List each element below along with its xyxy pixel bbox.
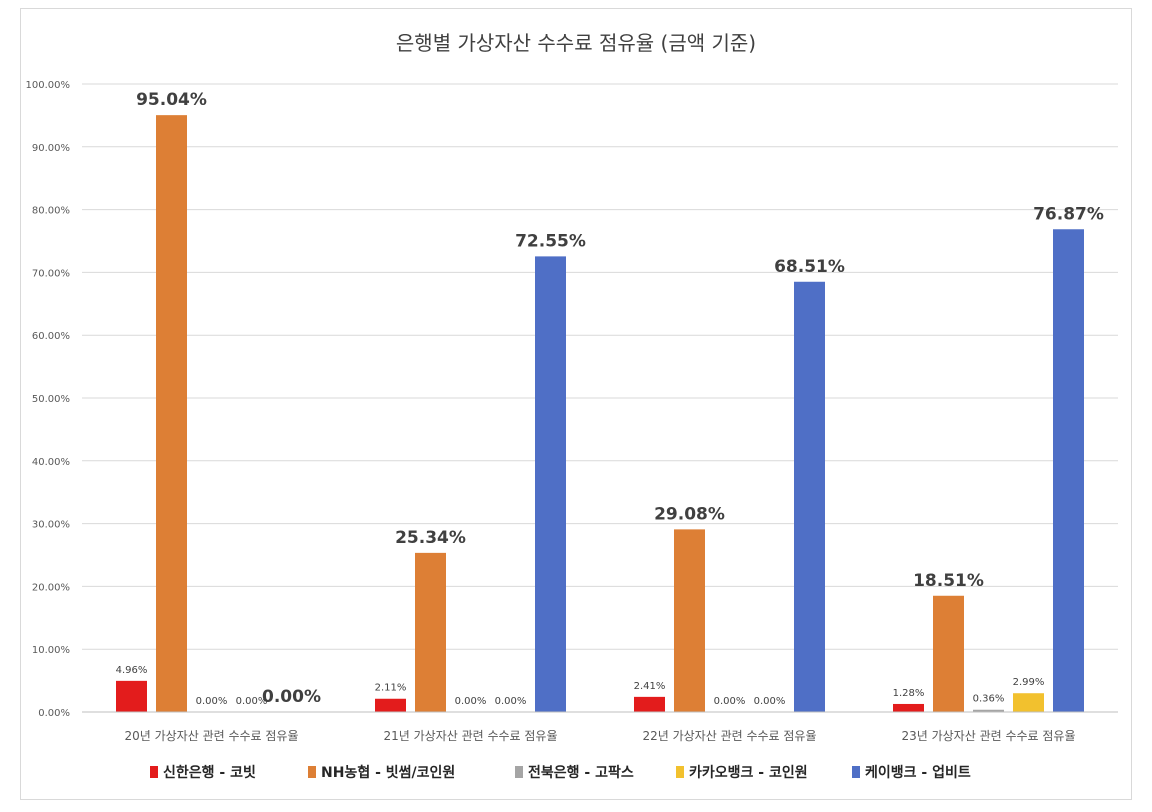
bar — [973, 709, 1004, 712]
data-label: 1.28% — [893, 688, 925, 699]
data-label: 0.00% — [262, 687, 321, 707]
legend-swatch — [150, 766, 158, 778]
data-label: 68.51% — [774, 257, 845, 277]
bar — [933, 595, 964, 712]
y-tick-label: 60.00% — [32, 331, 70, 342]
y-tick-label: 20.00% — [32, 582, 70, 593]
data-label: 0.00% — [495, 696, 527, 707]
y-tick-label: 10.00% — [32, 645, 70, 656]
data-label: 72.55% — [515, 231, 586, 251]
data-label: 0.00% — [455, 696, 487, 707]
data-label: 2.41% — [634, 681, 666, 692]
data-label: 2.11% — [375, 683, 407, 694]
bar — [893, 703, 924, 712]
x-category-label: 21년 가상자산 관련 수수료 점유율 — [383, 729, 557, 743]
y-tick-label: 70.00% — [32, 268, 70, 279]
bar — [634, 696, 665, 712]
legend-swatch — [676, 766, 684, 778]
data-label: 18.51% — [913, 571, 984, 591]
data-label: 29.08% — [654, 504, 725, 524]
y-tick-label: 90.00% — [32, 143, 70, 154]
legend-label: 카카오뱅크 - 코인원 — [689, 764, 808, 781]
bars — [116, 115, 1084, 712]
bar — [116, 680, 147, 712]
x-category-label: 22년 가상자산 관련 수수료 점유율 — [642, 729, 816, 743]
legend-label: 신한은행 - 코빗 — [163, 764, 256, 781]
bar — [156, 115, 187, 712]
data-labels: 4.96%95.04%0.00% 0.00%0.00% 2.11%25.34%0.0… — [116, 90, 1104, 707]
bar — [415, 552, 446, 712]
bar — [375, 698, 406, 712]
data-label: 4.96% — [116, 665, 148, 676]
data-label: 25.34% — [395, 528, 466, 548]
chart-title: 은행별 가상자산 수수료 점유율 (금액 기준) — [396, 31, 756, 55]
bar — [535, 256, 566, 712]
data-label: 0.00% — [714, 696, 746, 707]
data-label: 0.00% — [196, 696, 228, 707]
y-axis: 0.00% 10.00% 20.00% 30.00% 40.00% 50.00% 60.00… — [26, 80, 71, 719]
bar — [674, 529, 705, 712]
bar — [1053, 229, 1084, 712]
legend-label: 케이뱅크 - 업비트 — [865, 764, 971, 781]
legend-label: 전북은행 - 고팍스 — [528, 764, 634, 781]
y-tick-label: 50.00% — [32, 394, 70, 405]
bar — [1013, 693, 1044, 712]
data-label: 0.36% — [973, 694, 1005, 705]
x-axis: 20년 가상자산 관련 수수료 점유율 21년 가상자산 관련 수수료 점유율 22… — [82, 711, 1118, 743]
legend-swatch — [515, 766, 523, 778]
data-label: 95.04% — [136, 90, 207, 110]
data-label: 0.00% — [236, 696, 268, 707]
data-label: 2.99% — [1013, 677, 1045, 688]
data-label: 76.87% — [1033, 204, 1104, 224]
y-tick-label: 40.00% — [32, 457, 70, 468]
x-category-label: 23년 가상자산 관련 수수료 점유율 — [901, 729, 1075, 743]
legend-swatch — [308, 766, 316, 778]
legend-swatch — [852, 766, 860, 778]
y-tick-label: 0.00% — [38, 708, 70, 719]
legend-label: NH농협 - 빗썸/코인원 — [321, 764, 455, 781]
y-tick-label: 100.00% — [26, 80, 71, 91]
x-category-label: 20년 가상자산 관련 수수료 점유율 — [124, 729, 298, 743]
bar — [794, 281, 825, 712]
y-tick-label: 80.00% — [32, 206, 70, 217]
legend: 신한은행 - 코빗 NH농협 - 빗썸/코인원 전북은행 - 고팍스 카카오뱅크 - … — [150, 764, 971, 781]
data-label: 0.00% — [754, 696, 786, 707]
y-tick-label: 30.00% — [32, 520, 70, 531]
